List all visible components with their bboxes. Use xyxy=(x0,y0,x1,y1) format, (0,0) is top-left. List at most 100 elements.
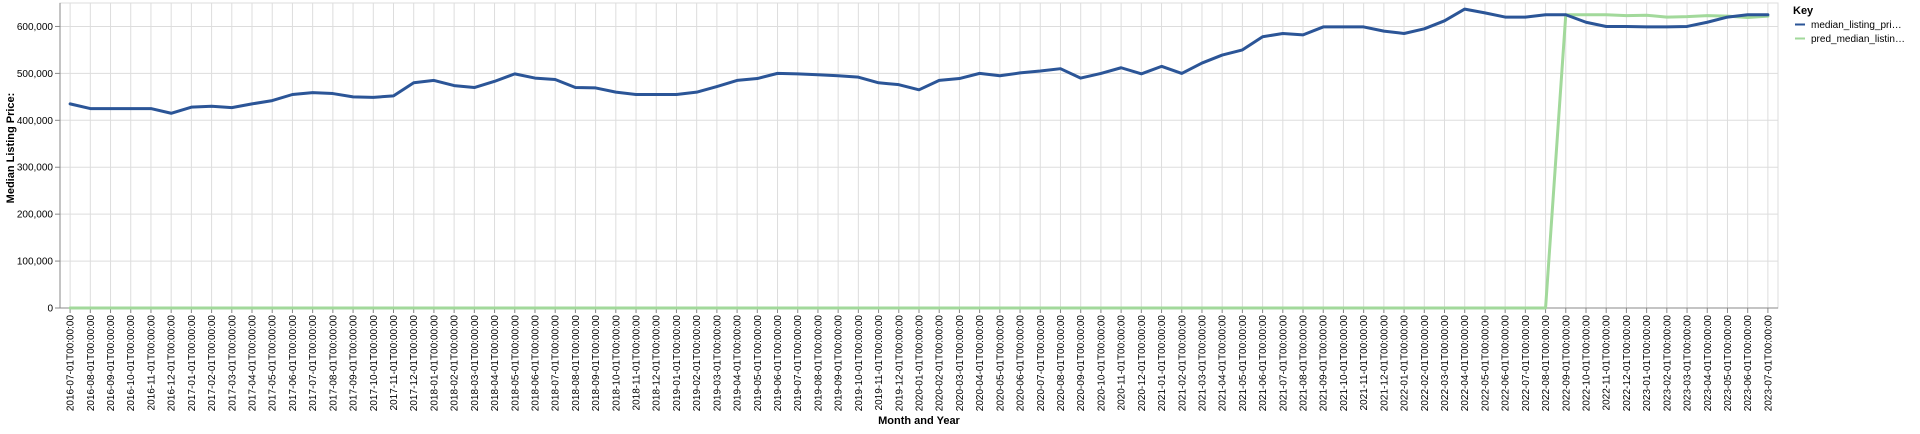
x-tick-label: 2023-01-01T00:00:00 xyxy=(1642,315,1653,412)
x-tick-label: 2022-09-01T00:00:00 xyxy=(1561,315,1572,412)
y-tick-label: 400,000 xyxy=(17,116,54,127)
x-tick-label: 2020-11-01T00:00:00 xyxy=(1117,315,1128,411)
x-tick-label: 2022-08-01T00:00:00 xyxy=(1541,315,1552,412)
x-tick-label: 2019-01-01T00:00:00 xyxy=(672,315,683,412)
legend-label: median_listing_pri… xyxy=(1811,20,1902,31)
x-tick-label: 2022-11-01T00:00:00 xyxy=(1602,315,1613,411)
x-tick-label: 2022-06-01T00:00:00 xyxy=(1501,315,1512,412)
legend-label: pred_median_listin… xyxy=(1811,34,1905,45)
legend: Key median_listing_pri… pred_median_listi… xyxy=(1793,5,1905,45)
x-tick-label: 2016-11-01T00:00:00 xyxy=(146,315,157,411)
x-tick-label: 2021-12-01T00:00:00 xyxy=(1379,315,1390,412)
x-tick-label: 2016-08-01T00:00:00 xyxy=(86,315,97,412)
x-tick-label: 2022-02-01T00:00:00 xyxy=(1420,315,1431,412)
x-tick-label: 2018-03-01T00:00:00 xyxy=(470,315,481,412)
x-tick-label: 2021-02-01T00:00:00 xyxy=(1177,315,1188,412)
x-tick-label: 2022-12-01T00:00:00 xyxy=(1622,315,1633,412)
x-tick-label: 2021-05-01T00:00:00 xyxy=(1238,315,1249,412)
x-tick-label: 2023-06-01T00:00:00 xyxy=(1743,315,1754,412)
x-tick-label: 2018-07-01T00:00:00 xyxy=(551,315,562,412)
x-tick-label: 2021-11-01T00:00:00 xyxy=(1359,315,1370,411)
x-tick-label: 2018-08-01T00:00:00 xyxy=(571,315,582,412)
x-tick-label: 2023-04-01T00:00:00 xyxy=(1703,315,1714,412)
x-tick-label: 2021-04-01T00:00:00 xyxy=(1218,315,1229,412)
grid xyxy=(59,2,1779,309)
x-tick-label: 2020-05-01T00:00:00 xyxy=(995,315,1006,412)
x-tick-label: 2017-01-01T00:00:00 xyxy=(187,315,198,412)
x-tick-label: 2022-04-01T00:00:00 xyxy=(1460,315,1471,412)
x-tick-label: 2020-09-01T00:00:00 xyxy=(1076,315,1087,412)
x-tick-label: 2017-04-01T00:00:00 xyxy=(248,315,259,412)
x-tick-label: 2019-10-01T00:00:00 xyxy=(854,315,865,412)
series-line-median-listing-price xyxy=(68,7,1770,115)
x-tick-label: 2017-10-01T00:00:00 xyxy=(369,315,380,412)
x-tick-label: 2020-07-01T00:00:00 xyxy=(1036,315,1047,412)
x-tick-label: 2022-05-01T00:00:00 xyxy=(1480,315,1491,412)
x-tick-label: 2020-10-01T00:00:00 xyxy=(1096,315,1107,412)
x-tick-label: 2017-02-01T00:00:00 xyxy=(207,315,218,412)
x-tick-label: 2019-07-01T00:00:00 xyxy=(793,315,804,412)
x-tick-label: 2023-05-01T00:00:00 xyxy=(1723,315,1734,412)
x-tick-label: 2021-09-01T00:00:00 xyxy=(1319,315,1330,412)
series-line-pred-median-listing-price xyxy=(68,13,1770,310)
x-tick-label: 2019-02-01T00:00:00 xyxy=(692,315,703,412)
x-tick-label: 2021-07-01T00:00:00 xyxy=(1278,315,1289,412)
x-tick-label: 2016-09-01T00:00:00 xyxy=(106,315,117,412)
y-tick-label: 200,000 xyxy=(17,210,54,221)
y-tick-label: 0 xyxy=(47,304,53,315)
x-tick-label: 2021-06-01T00:00:00 xyxy=(1258,315,1269,412)
x-tick-label: 2018-11-01T00:00:00 xyxy=(632,315,643,411)
x-tick-label: 2016-07-01T00:00:00 xyxy=(66,315,77,412)
y-tick-label: 500,000 xyxy=(17,69,54,80)
x-tick-label: 2021-03-01T00:00:00 xyxy=(1197,315,1208,412)
x-tick-label: 2020-03-01T00:00:00 xyxy=(955,315,966,412)
x-tick-label: 2019-03-01T00:00:00 xyxy=(712,315,723,412)
x-tick-label: 2020-08-01T00:00:00 xyxy=(1056,315,1067,412)
x-tick-label: 2019-06-01T00:00:00 xyxy=(773,315,784,412)
x-tick-label: 2023-07-01T00:00:00 xyxy=(1763,315,1774,412)
x-tick-label: 2018-05-01T00:00:00 xyxy=(510,315,521,412)
x-tick-label: 2017-12-01T00:00:00 xyxy=(409,315,420,412)
x-tick-label: 2020-06-01T00:00:00 xyxy=(1016,315,1027,412)
x-tick-label: 2019-09-01T00:00:00 xyxy=(834,315,845,412)
x-tick-label: 2017-07-01T00:00:00 xyxy=(308,315,319,412)
legend-title: Key xyxy=(1793,5,1814,17)
x-tick-label: 2018-09-01T00:00:00 xyxy=(591,315,602,412)
x-tick-label: 2023-03-01T00:00:00 xyxy=(1683,315,1694,412)
series-lines xyxy=(68,7,1770,310)
axes: 0 100,000 200,000 300,000 400,000 500,000 600,… xyxy=(17,3,1778,411)
x-tick-label: 2019-05-01T00:00:00 xyxy=(753,315,764,412)
x-tick-label: 2017-06-01T00:00:00 xyxy=(288,315,299,412)
x-tick-label: 2016-12-01T00:00:00 xyxy=(167,315,178,412)
x-tick-label: 2020-12-01T00:00:00 xyxy=(1137,315,1148,412)
y-axis-title: Median Listing Price: xyxy=(5,93,17,204)
x-tick-label: 2020-01-01T00:00:00 xyxy=(915,315,926,412)
x-tick-label: 2022-03-01T00:00:00 xyxy=(1440,315,1451,412)
x-tick-label: 2018-04-01T00:00:00 xyxy=(490,315,501,412)
x-tick-label: 2016-10-01T00:00:00 xyxy=(126,315,137,412)
y-tick-label: 600,000 xyxy=(17,22,54,33)
x-tick-label: 2022-01-01T00:00:00 xyxy=(1400,315,1411,412)
x-tick-label: 2017-09-01T00:00:00 xyxy=(349,315,360,412)
x-tick-label: 2020-04-01T00:00:00 xyxy=(975,315,986,412)
x-tick-label: 2020-02-01T00:00:00 xyxy=(935,315,946,412)
x-tick-label: 2021-08-01T00:00:00 xyxy=(1299,315,1310,412)
x-axis-title: Month and Year xyxy=(878,415,960,427)
y-tick-label: 300,000 xyxy=(17,163,54,174)
x-tick-label: 2022-10-01T00:00:00 xyxy=(1581,315,1592,412)
x-tick-label: 2017-05-01T00:00:00 xyxy=(268,315,279,412)
x-tick-label: 2019-11-01T00:00:00 xyxy=(874,315,885,411)
x-tick-label: 2019-08-01T00:00:00 xyxy=(813,315,824,412)
x-tick-label: 2021-01-01T00:00:00 xyxy=(1157,315,1168,412)
x-tick-label: 2018-01-01T00:00:00 xyxy=(429,315,440,412)
x-tick-label: 2018-06-01T00:00:00 xyxy=(530,315,541,412)
x-tick-label: 2018-10-01T00:00:00 xyxy=(611,315,622,412)
x-tick-label: 2017-08-01T00:00:00 xyxy=(328,315,339,412)
x-tick-label: 2017-03-01T00:00:00 xyxy=(227,315,238,412)
x-tick-label: 2021-10-01T00:00:00 xyxy=(1339,315,1350,412)
x-tick-label: 2018-02-01T00:00:00 xyxy=(450,315,461,412)
x-tick-label: 2022-07-01T00:00:00 xyxy=(1521,315,1532,412)
x-tick-label: 2018-12-01T00:00:00 xyxy=(652,315,663,412)
